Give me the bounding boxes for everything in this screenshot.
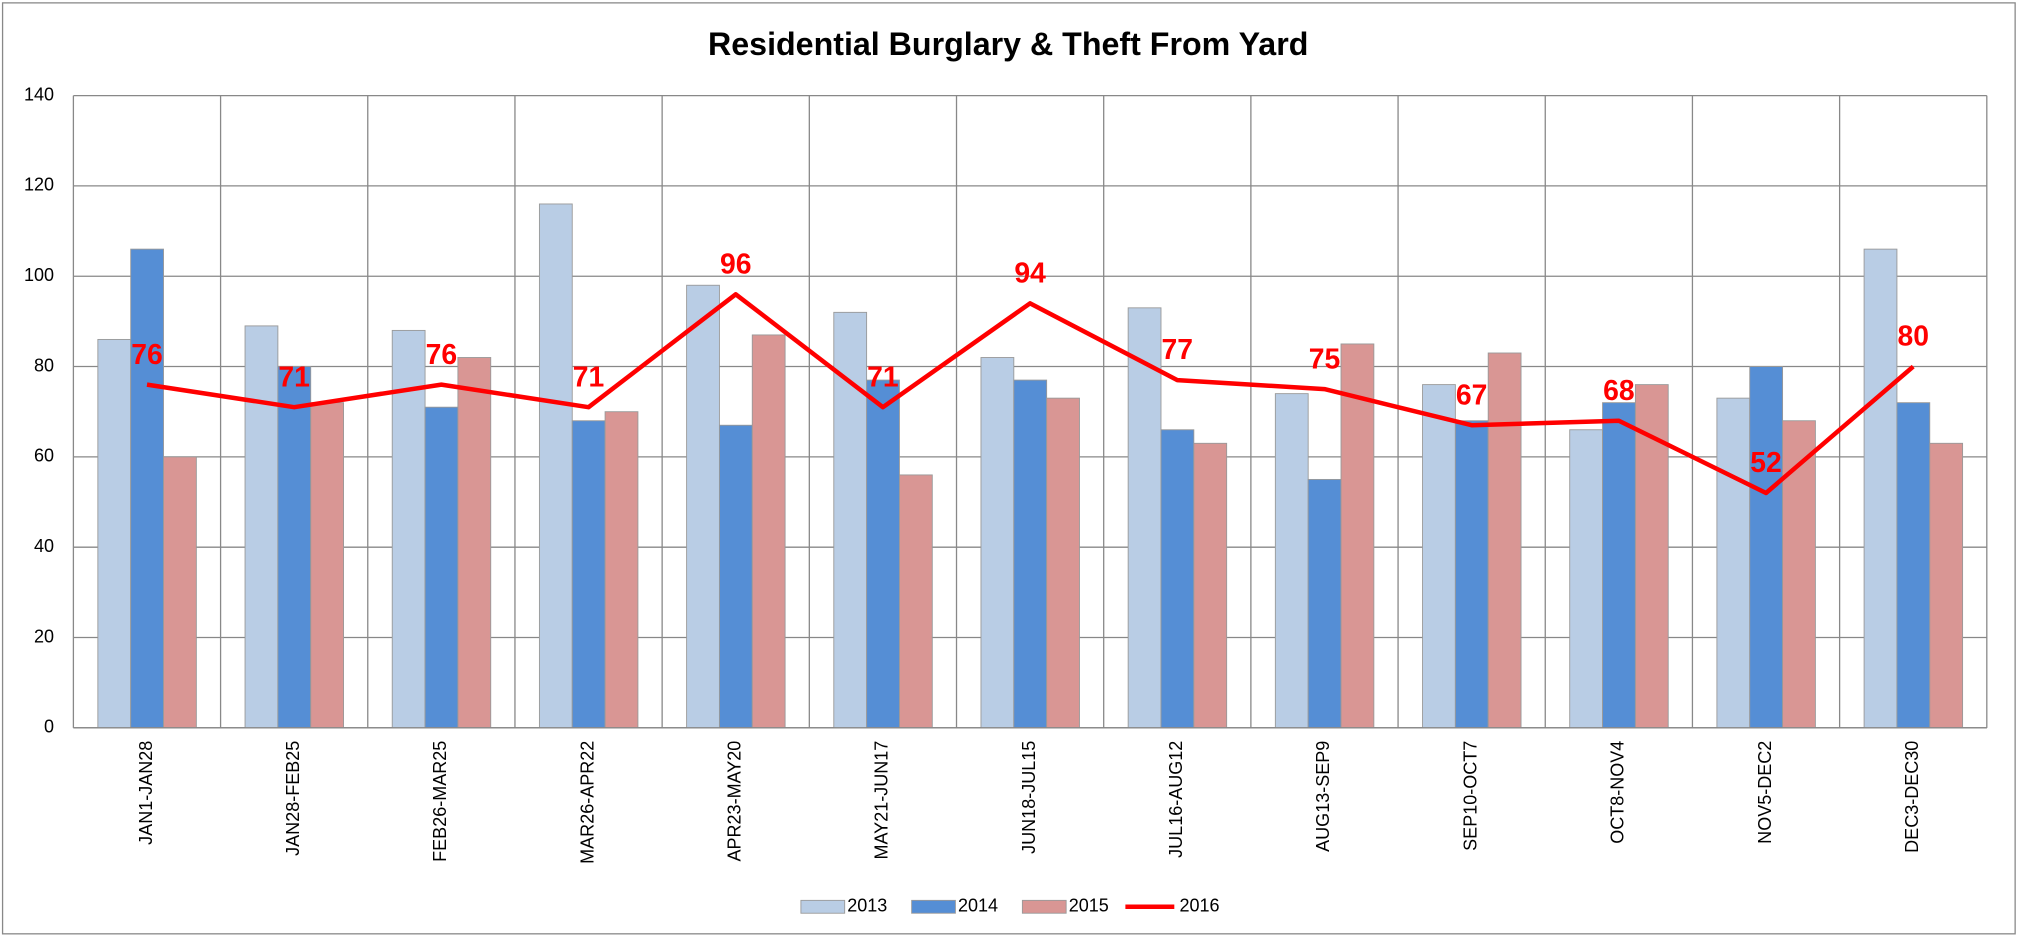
legend-label: 2015 xyxy=(1069,896,1109,916)
bar xyxy=(97,338,132,729)
bar xyxy=(277,366,312,729)
bar xyxy=(1340,343,1375,729)
y-tick-label: 100 xyxy=(24,265,54,285)
bar xyxy=(1127,307,1162,729)
legend-label: 2014 xyxy=(958,896,998,916)
bar xyxy=(424,406,459,729)
bar xyxy=(571,420,606,729)
data-label: 80 xyxy=(1897,321,1929,353)
x-tick-label: AUG13-SEP9 xyxy=(1313,741,1333,852)
bar xyxy=(1896,402,1931,729)
bar xyxy=(1863,248,1898,729)
bar xyxy=(130,248,164,729)
chart-title: Residential Burglary & Theft From Yard xyxy=(708,26,1308,62)
y-tick-label: 140 xyxy=(24,84,54,104)
x-tick-label: FEB26-MAR25 xyxy=(430,741,450,862)
bar xyxy=(1454,420,1489,729)
legend-swatch xyxy=(800,899,846,914)
data-label: 96 xyxy=(720,248,752,280)
x-tick-label: SEP10-OCT7 xyxy=(1460,741,1480,851)
bar xyxy=(538,203,573,729)
x-tick-label: JAN28-FEB25 xyxy=(283,741,303,856)
bar xyxy=(1274,393,1309,729)
bar xyxy=(1013,379,1048,729)
y-tick-label: 80 xyxy=(34,355,54,375)
bar xyxy=(866,379,900,729)
data-label: 94 xyxy=(1014,257,1046,289)
x-tick-label: NOV5-DEC2 xyxy=(1755,741,1775,844)
y-tick-label: 60 xyxy=(34,446,54,466)
bar xyxy=(604,411,639,729)
y-tick-label: 40 xyxy=(34,536,54,556)
bar xyxy=(163,456,197,729)
bar xyxy=(1307,478,1342,729)
y-tick-label: 20 xyxy=(34,626,54,646)
bar xyxy=(1487,352,1522,729)
data-label: 75 xyxy=(1309,343,1341,375)
data-label: 68 xyxy=(1603,375,1635,407)
data-label: 76 xyxy=(426,339,458,371)
legend-label: 2016 xyxy=(1179,896,1219,916)
data-label: 77 xyxy=(1162,334,1194,366)
bar xyxy=(718,424,753,729)
bar xyxy=(1716,397,1751,729)
bar xyxy=(899,474,933,729)
bar xyxy=(1602,402,1636,729)
bar xyxy=(751,334,786,729)
data-label: 71 xyxy=(278,361,310,393)
x-tick-label: MAY21-JUN17 xyxy=(872,741,892,860)
bar xyxy=(1160,429,1195,729)
bar xyxy=(1422,384,1456,729)
x-tick-label: MAR26-APR22 xyxy=(577,741,597,864)
legend-swatch xyxy=(1021,899,1067,914)
bar xyxy=(310,402,344,729)
x-tick-label: JUL16-AUG12 xyxy=(1166,741,1186,858)
data-label: 71 xyxy=(867,361,899,393)
x-tick-label: JUN18-JUL15 xyxy=(1019,741,1039,854)
bar xyxy=(1193,442,1228,729)
data-label: 71 xyxy=(573,361,605,393)
bar xyxy=(1749,366,1784,729)
bar xyxy=(686,284,720,729)
data-label: 76 xyxy=(131,339,163,371)
legend-label: 2013 xyxy=(847,896,887,916)
bar xyxy=(457,357,492,729)
bar xyxy=(1046,397,1080,729)
x-tick-label: JAN1-JAN28 xyxy=(136,741,156,845)
line-series xyxy=(146,292,1915,496)
y-tick-label: 0 xyxy=(44,717,54,737)
data-label: 52 xyxy=(1750,447,1782,479)
x-tick-label: OCT8-NOV4 xyxy=(1608,741,1628,844)
y-tick-label: 120 xyxy=(24,175,54,195)
x-tick-label: DEC3-DEC30 xyxy=(1902,741,1922,853)
bar xyxy=(244,325,279,729)
bar xyxy=(1929,442,1964,729)
legend-swatch xyxy=(911,899,956,914)
bar xyxy=(980,357,1015,729)
x-tick-label: APR23-MAY20 xyxy=(724,741,744,862)
data-label: 67 xyxy=(1456,379,1488,411)
bar xyxy=(1569,429,1604,729)
